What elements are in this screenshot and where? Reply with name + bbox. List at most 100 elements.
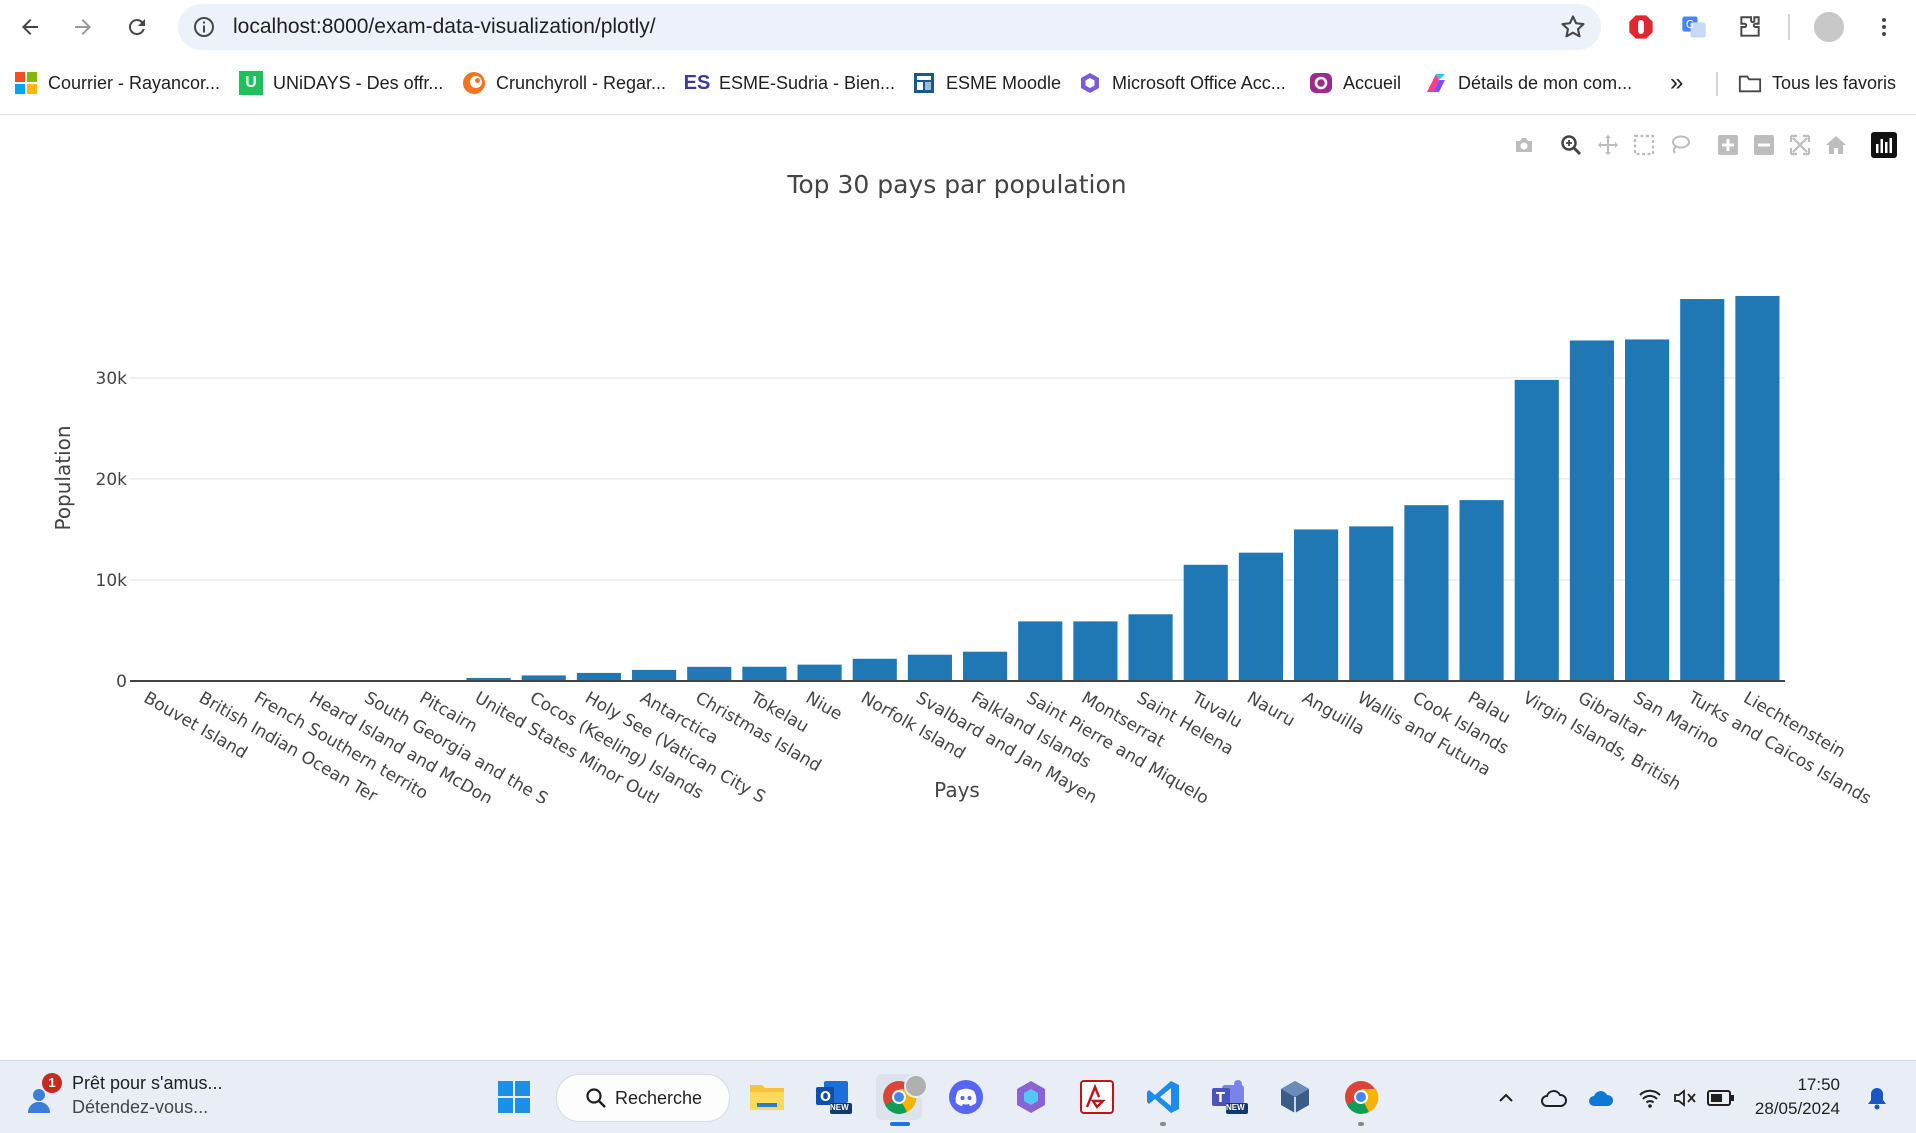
active-indicator xyxy=(890,1122,910,1126)
translate-extension-icon[interactable]: G xyxy=(1676,9,1712,45)
bar[interactable] xyxy=(576,672,621,681)
new-badge: NEW xyxy=(830,1103,849,1112)
bookmark-accueil[interactable]: Accueil xyxy=(1309,68,1401,98)
bar[interactable] xyxy=(1073,621,1118,681)
bar[interactable] xyxy=(1349,526,1394,681)
bar[interactable] xyxy=(1018,621,1063,681)
reset-axes-home-icon[interactable] xyxy=(1822,131,1850,159)
bar[interactable] xyxy=(742,666,787,681)
chrome-taskbar-icon[interactable] xyxy=(1338,1074,1384,1126)
file-explorer-icon[interactable] xyxy=(744,1074,790,1120)
extensions-puzzle-icon[interactable] xyxy=(1732,9,1768,45)
cloud-outline-icon[interactable] xyxy=(1539,1083,1569,1113)
bookmark-crunchyroll[interactable]: Crunchyroll - Regar... xyxy=(462,68,666,98)
bar[interactable] xyxy=(963,651,1008,681)
teams-new-icon[interactable]: T NEW xyxy=(1206,1074,1252,1120)
all-bookmarks-folder[interactable]: Tous les favoris xyxy=(1738,68,1896,98)
camera-icon[interactable] xyxy=(1510,131,1538,159)
adblock-extension-icon[interactable] xyxy=(1623,9,1659,45)
running-indicator xyxy=(1358,1122,1364,1126)
chrome-taskbar-icon-active[interactable] xyxy=(876,1074,928,1126)
bookmarks-divider xyxy=(1716,72,1718,96)
forward-button[interactable] xyxy=(65,9,101,45)
y-tick-label: 10k xyxy=(96,571,128,591)
bookmark-details[interactable]: Détails de mon com... xyxy=(1424,68,1632,98)
box-select-icon[interactable] xyxy=(1630,131,1658,159)
bookmark-office[interactable]: Microsoft Office Acc... xyxy=(1078,68,1286,98)
volume-muted-icon[interactable] xyxy=(1670,1083,1700,1113)
bookmarks-bar: Courrier - Rayancor... U UNiDAYS - Des o… xyxy=(0,54,1916,115)
bar[interactable] xyxy=(466,677,511,681)
bar[interactable] xyxy=(1514,379,1559,681)
bar[interactable] xyxy=(1238,552,1283,681)
reload-icon xyxy=(128,19,145,36)
taskbar-search[interactable]: Recherche xyxy=(556,1074,730,1122)
x-tick-label: Nauru xyxy=(1243,688,1298,731)
virtualbox-icon[interactable] xyxy=(1272,1074,1318,1120)
bookmark-esme-sudria[interactable]: ES ESME-Sudria - Bien... xyxy=(684,68,895,98)
notification-bell-icon[interactable] xyxy=(1862,1083,1892,1113)
bar[interactable] xyxy=(521,675,566,681)
discord-icon[interactable] xyxy=(943,1074,989,1120)
outlook-new-icon[interactable]: O NEW xyxy=(810,1074,856,1120)
reload-button[interactable] xyxy=(119,9,155,45)
bar[interactable] xyxy=(1735,295,1780,681)
chrome-menu-icon[interactable] xyxy=(1866,9,1902,45)
x-axis-title: Pays xyxy=(934,778,980,802)
bar[interactable] xyxy=(687,666,732,681)
bookmark-esme-moodle[interactable]: ESME Moodle xyxy=(912,68,1061,98)
folder-icon xyxy=(1738,71,1762,95)
copilot-icon[interactable] xyxy=(1008,1074,1054,1120)
bar[interactable] xyxy=(797,664,842,681)
y-tick-label: 0 xyxy=(116,672,127,692)
bar[interactable] xyxy=(1569,340,1614,681)
url-text[interactable]: localhost:8000/exam-data-visualization/p… xyxy=(233,15,656,38)
bar[interactable] xyxy=(852,658,897,681)
bookmark-label: Courrier - Rayancor... xyxy=(48,72,221,93)
start-button[interactable] xyxy=(491,1074,537,1120)
bookmark-label: Détails de mon com... xyxy=(1458,72,1633,93)
back-button[interactable] xyxy=(12,9,48,45)
vscode-icon[interactable] xyxy=(1140,1074,1186,1126)
site-info-icon[interactable] xyxy=(192,15,216,44)
y-axis-title: Population xyxy=(51,425,75,530)
bar[interactable] xyxy=(1128,614,1173,681)
onedrive-icon[interactable] xyxy=(1587,1083,1617,1113)
pan-icon[interactable] xyxy=(1594,131,1622,159)
bar[interactable] xyxy=(907,654,952,681)
bar[interactable] xyxy=(1680,299,1725,681)
bookmark-unidays[interactable]: U UNiDAYS - Des offr... xyxy=(239,68,443,98)
bars xyxy=(135,295,1780,682)
lasso-select-icon[interactable] xyxy=(1666,131,1694,159)
widgets-button[interactable]: 1 Prêt pour s'amus... Détendez-vous... xyxy=(20,1071,260,1123)
bar[interactable] xyxy=(632,669,677,681)
profile-avatar[interactable] xyxy=(1811,9,1847,45)
address-bar[interactable]: localhost:8000/exam-data-visualization/p… xyxy=(178,4,1601,50)
wifi-icon[interactable] xyxy=(1635,1083,1665,1113)
zoom-in-icon[interactable] xyxy=(1714,131,1742,159)
clock-date: 28/05/2024 xyxy=(1754,1099,1840,1118)
bar[interactable] xyxy=(1183,564,1228,681)
search-icon xyxy=(586,1088,606,1108)
chart-title: Top 30 pays par population xyxy=(786,170,1126,199)
autocad-icon[interactable] xyxy=(1074,1074,1120,1120)
autoscale-icon[interactable] xyxy=(1786,131,1814,159)
bar[interactable] xyxy=(1625,339,1670,681)
bookmark-courrier[interactable]: Courrier - Rayancor... xyxy=(14,68,220,98)
accueil-icon xyxy=(1309,71,1333,95)
more-bookmarks-button[interactable]: » xyxy=(1670,69,1684,96)
bar[interactable] xyxy=(1404,505,1449,681)
bookmark-star-icon[interactable] xyxy=(1559,13,1587,46)
new-badge: NEW xyxy=(1226,1103,1245,1112)
widget-subtitle: Détendez-vous... xyxy=(72,1097,209,1117)
clock[interactable]: 17:50 28/05/2024 xyxy=(1740,1073,1840,1121)
bar[interactable] xyxy=(1294,529,1339,681)
show-hidden-icons-chevron-icon[interactable] xyxy=(1491,1083,1521,1113)
zoom-out-icon[interactable] xyxy=(1750,131,1778,159)
zoom-icon[interactable] xyxy=(1557,131,1585,159)
plotly-logo-icon[interactable] xyxy=(1870,131,1898,159)
battery-icon[interactable] xyxy=(1706,1083,1736,1113)
bar[interactable] xyxy=(1459,500,1504,681)
